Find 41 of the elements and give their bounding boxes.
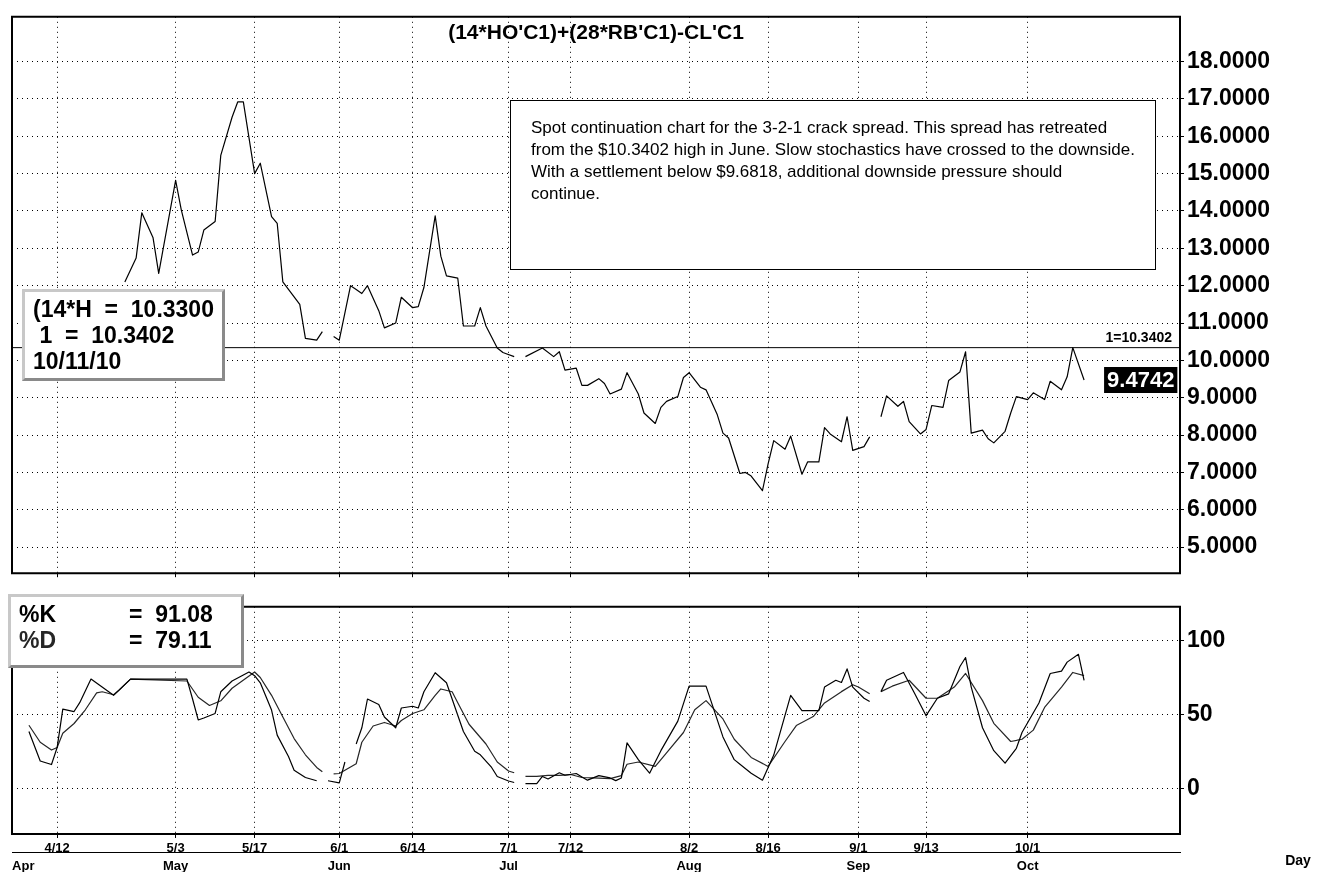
y-tick-label: 16.0000: [1187, 121, 1271, 148]
y-tick-label: 13.0000: [1187, 233, 1271, 260]
y-tick-label: 6.0000: [1187, 495, 1258, 522]
chart-title: (14*HO'C1)+(28*RB'C1)-CL'C1: [448, 20, 745, 44]
y-tick-label: 5.0000: [1187, 532, 1258, 559]
x-tick-label: 7/1: [499, 840, 518, 856]
annotation: 9.4742: [1107, 367, 1175, 393]
y-tick-label: 8.0000: [1187, 420, 1258, 447]
y-tick-label: 50: [1187, 699, 1213, 726]
legend-box: %K = 91.08 %D = 79.11: [8, 594, 244, 668]
y-tick-label: 100: [1187, 626, 1226, 653]
x-tick-label: 9/1: [849, 840, 868, 856]
annotation: = 79.11: [129, 627, 212, 653]
y-tick-label: 17.0000: [1187, 84, 1271, 111]
x-tick-label: 4/12: [44, 840, 70, 856]
y-tick-label: 15.0000: [1187, 158, 1271, 185]
y-tick-label: 14.0000: [1187, 196, 1271, 223]
x-tick-label: 8/16: [755, 840, 781, 856]
y-tick-label: 11.0000: [1187, 308, 1269, 335]
x-tick-label: 10/1: [1015, 840, 1041, 856]
x-tick-label: 9/13: [913, 840, 939, 856]
x2-tick-label: Jun: [327, 858, 351, 874]
x-tick-label: 8/2: [680, 840, 699, 856]
annotation: = 91.08: [129, 601, 213, 627]
info-box: (14*H = 10.3300 1 = 10.3402 10/11/10: [22, 289, 225, 381]
x-tick-label: 6/1: [330, 840, 349, 856]
y-tick-label: 12.0000: [1187, 271, 1271, 298]
y-tick-label: 7.0000: [1187, 457, 1258, 484]
x-tick-label: 7/12: [557, 840, 584, 856]
x2-tick-label: Jul: [499, 858, 518, 874]
y-tick-label: 9.0000: [1187, 383, 1258, 410]
x-tick-label: 5/17: [241, 840, 268, 856]
x-tick-label: 5/3: [166, 840, 185, 856]
x2-tick-label: Oct: [1016, 858, 1040, 874]
note-box: Spot continuation chart for the 3-2-1 crack spread. This spread has retreated from the $10.3402 high in June. Slow stochastics have crossed to the downside. With a settlement below $9.6818, additional downside pressure should continue.: [510, 100, 1156, 270]
x-tick-label: 6/14: [399, 840, 427, 856]
y-tick-label: 18.0000: [1187, 46, 1271, 73]
x-axis-title: Day: [1285, 851, 1312, 868]
ref-line-label: 1=10.3402: [1105, 328, 1173, 345]
y-tick-label: 10.0000: [1187, 345, 1271, 372]
y-tick-label: 0: [1187, 773, 1200, 800]
